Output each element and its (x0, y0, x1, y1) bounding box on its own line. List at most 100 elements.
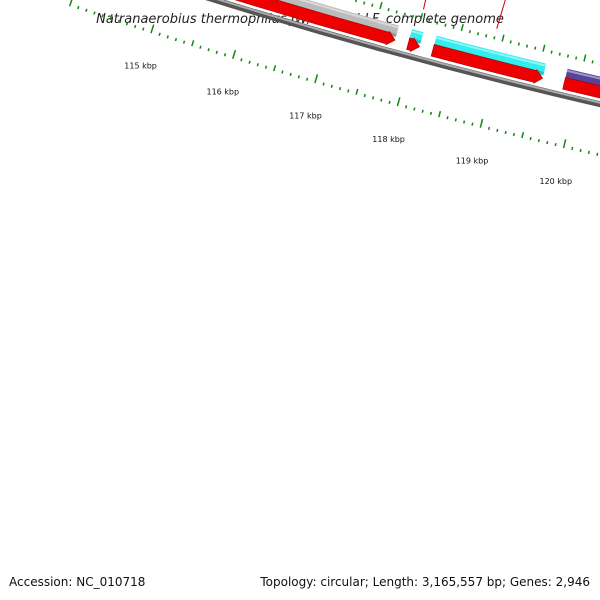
scale-tick-mark (405, 105, 408, 109)
scale-tick-mark (396, 97, 401, 107)
cds-arrow (234, 0, 396, 46)
scale-tick-mark (207, 48, 210, 52)
scale-tick-mark (182, 40, 186, 44)
gene-band-highlight (298, 0, 399, 29)
scale-tick-mark (101, 14, 104, 18)
outer-tick-mark (452, 25, 455, 29)
cds-track (234, 0, 600, 99)
cds-arrow (406, 37, 421, 53)
outer-tick-mark (460, 23, 464, 32)
scale-tick-mark (355, 88, 359, 95)
scale-tick-mark (281, 70, 284, 74)
scale-tick-mark (537, 138, 541, 143)
scale-tick-mark (380, 98, 383, 102)
scale-tick-mark (305, 77, 309, 81)
scale-tick-mark (338, 86, 342, 91)
scale-tick-mark (297, 75, 301, 79)
outer-tick-mark (485, 34, 488, 38)
scale-tick-mark (571, 146, 574, 151)
outer-tick-mark (566, 54, 570, 58)
scale-tick-mark (363, 93, 366, 98)
scale-tick-mark (232, 49, 237, 59)
scale-tick-mark (68, 0, 73, 7)
scale-tick-mark (347, 89, 350, 93)
outer-tick-mark (550, 50, 553, 54)
gene-band (408, 29, 424, 44)
scale-tick-mark (240, 58, 243, 62)
gene-leader-line (423, 0, 427, 10)
outer-tick-mark (468, 29, 471, 34)
backbone-line (205, 0, 600, 108)
scale-tick-mark (429, 111, 433, 116)
scale-tick-mark (117, 19, 121, 23)
gene-band (266, 0, 400, 38)
scale-tick-mark (596, 152, 599, 156)
outer-tick-mark (387, 8, 390, 12)
scale-tick-mark (413, 107, 416, 111)
scale-tick-mark (199, 45, 202, 49)
outer-tick-mark (371, 3, 374, 7)
scale-tick-mark (191, 40, 195, 47)
scale-tick-mark (125, 22, 129, 26)
scale-tick-mark (158, 32, 161, 36)
outer-tick-mark (509, 40, 512, 44)
scale-tick-mark (504, 130, 507, 135)
scale-tick-mark (322, 82, 325, 86)
outer-tick-mark (517, 42, 520, 46)
outer-tick-mark (583, 54, 587, 62)
scale-tick-mark (142, 27, 145, 31)
scale-tick-mark (150, 24, 155, 34)
outer-tick-mark (476, 32, 480, 36)
cds-arrow (562, 77, 600, 99)
scale-tick-mark (248, 60, 251, 64)
scale-track: 115 kbp 116 kbp 117 kbp 118 kbp 119 kbp 120 k… (68, 0, 599, 186)
outer-tick-mark (534, 46, 537, 50)
scale-tick-mark (471, 122, 474, 126)
outer-tick-mark (419, 13, 424, 21)
outer-tick-mark (558, 52, 561, 56)
outer-tick-mark (403, 12, 406, 16)
outer-tick-mark (411, 14, 415, 19)
gene-band-highlight (435, 36, 546, 67)
scale-tick-mark (166, 35, 169, 39)
scale-tick-mark (479, 118, 484, 128)
outer-tick-mark (363, 1, 366, 5)
scale-tick-mark (77, 5, 80, 10)
scale-tick-mark (587, 150, 591, 155)
outer-tick-mark (354, 0, 358, 3)
outer-tick-mark (575, 56, 578, 60)
gene-label-layer: Nther_0100Nther_0101Nther_0102Nther_0103 (423, 0, 506, 29)
scale-tick-mark (463, 120, 466, 124)
scale-tick-mark (438, 111, 442, 118)
gene-band-highlight (566, 69, 600, 80)
scale-tick-label: 119 kbp (456, 157, 489, 166)
scale-tick-label: 117 kbp (289, 112, 322, 121)
outer-tick-mark (379, 2, 383, 10)
scale-tick-label: 115 kbp (124, 62, 157, 71)
scale-tick-mark (388, 100, 391, 104)
gene-leader-line (496, 0, 506, 29)
scale-tick-mark (487, 126, 491, 130)
accession-text: Accession: NC_010718 (9, 575, 145, 589)
scale-tick-mark (256, 63, 259, 67)
outer-tick-mark (428, 19, 431, 23)
scale-tick-mark (554, 142, 557, 147)
cds-arrow (430, 44, 544, 84)
scale-tick-mark (273, 65, 277, 72)
outer-tick-mark (436, 21, 439, 25)
scale-tick-mark (371, 96, 375, 100)
scale-tick-mark (93, 11, 96, 15)
scale-tick-mark (223, 53, 227, 57)
scale-tick-mark (174, 37, 178, 42)
scale-tick-mark (521, 132, 525, 139)
scale-tick-label: 120 kbp (539, 177, 572, 186)
scale-tick-mark (289, 72, 292, 77)
scale-tick-mark (454, 118, 457, 122)
scale-tick-mark (421, 109, 424, 113)
scale-tick-mark (512, 132, 516, 137)
scale-tick-mark (562, 139, 567, 149)
scale-tick-mark (264, 65, 268, 69)
outer-tick-track (348, 0, 600, 66)
